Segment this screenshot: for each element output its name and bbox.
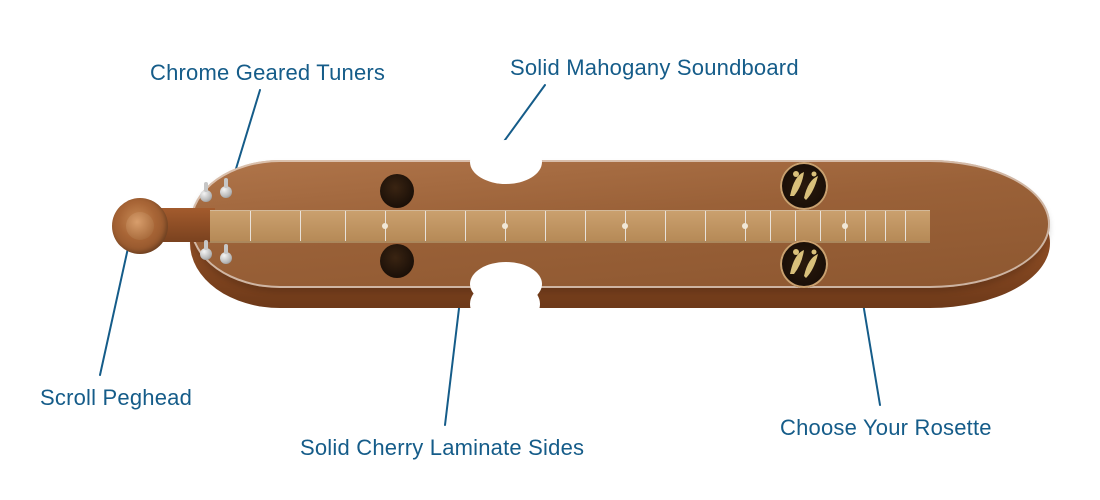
fret <box>885 211 886 241</box>
fret-marker <box>622 223 628 229</box>
fret-marker <box>502 223 508 229</box>
fret <box>585 211 586 241</box>
scroll-peghead <box>112 198 168 254</box>
fret <box>905 211 906 241</box>
fret <box>770 211 771 241</box>
fret <box>865 211 866 241</box>
label-soundboard: Solid Mahogany Soundboard <box>510 55 799 81</box>
fret <box>250 211 251 241</box>
fret <box>345 211 346 241</box>
tuner-1 <box>200 190 212 202</box>
rosette-upper <box>780 162 828 210</box>
diagram-stage: Chrome Geared Tuners Solid Mahogany Soun… <box>0 0 1100 500</box>
fret <box>795 211 796 241</box>
fret-marker <box>742 223 748 229</box>
fret-marker <box>842 223 848 229</box>
dulcimer-illustration <box>60 150 1060 330</box>
fret <box>705 211 706 241</box>
fret <box>545 211 546 241</box>
tuner-2 <box>220 186 232 198</box>
tuner-3 <box>200 248 212 260</box>
rosette-lower <box>780 240 828 288</box>
label-sides: Solid Cherry Laminate Sides <box>300 435 584 461</box>
fret <box>820 211 821 241</box>
soundboard-waist-top <box>470 140 542 184</box>
fret-marker <box>382 223 388 229</box>
soundboard-waist-bottom <box>470 262 542 306</box>
soundhole-lower <box>380 244 414 278</box>
tuner-4 <box>220 252 232 264</box>
label-rosette: Choose Your Rosette <box>780 415 992 441</box>
fret <box>465 211 466 241</box>
fret <box>665 211 666 241</box>
label-tuners: Chrome Geared Tuners <box>150 60 385 86</box>
fret <box>300 211 301 241</box>
soundhole-upper <box>380 174 414 208</box>
fretboard <box>210 210 930 243</box>
label-peghead: Scroll Peghead <box>40 385 192 411</box>
fret <box>425 211 426 241</box>
